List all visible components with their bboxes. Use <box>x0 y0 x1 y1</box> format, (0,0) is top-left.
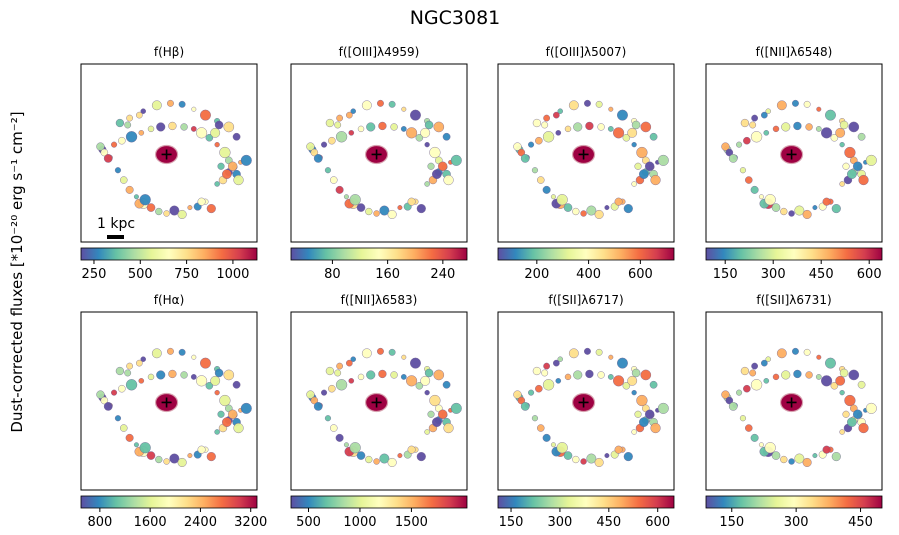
flux-map <box>513 347 669 467</box>
colorbar-tick-label: 150 <box>499 515 524 530</box>
colorbar-tick-label: 150 <box>719 515 744 530</box>
flux-map <box>96 99 252 219</box>
colorbar-tick-label: 600 <box>857 267 882 282</box>
colorbar-tick-label: 600 <box>645 515 670 530</box>
colorbar-tick-label: 300 <box>761 267 786 282</box>
colorbar-tick-label: 240 <box>430 267 455 282</box>
flux-map <box>721 99 877 219</box>
panel-2: f([OIII]λ4959) 80 160 240 <box>290 45 468 282</box>
center-marker <box>578 397 589 408</box>
center-marker <box>371 149 382 160</box>
panel-title: f([NII]λ6548) <box>756 45 833 59</box>
scale-bar-label: 1 kpc <box>97 216 135 232</box>
colorbar <box>80 495 258 509</box>
colorbar <box>497 495 675 509</box>
colorbar-tick-label: 3200 <box>234 515 267 530</box>
colorbar <box>80 247 258 261</box>
panel-title: f(Hβ) <box>154 45 184 59</box>
colorbar-tick-label: 2400 <box>184 515 217 530</box>
flux-map <box>306 347 462 467</box>
colorbar <box>290 247 468 261</box>
center-marker <box>786 397 797 408</box>
flux-map <box>513 99 669 219</box>
colorbar-tick-label: 1000 <box>343 515 376 530</box>
colorbar-tick-label: 800 <box>87 515 112 530</box>
panel-7: f([SII]λ6717) 150 300 450 600 <box>497 293 675 530</box>
panel-1: f(Hβ) 1 kpc 250 500 750 1000 <box>80 45 258 282</box>
colorbar-tick-label: 600 <box>628 267 653 282</box>
panel-title: f([NII]λ6583) <box>341 293 418 307</box>
panel-3: f([OIII]λ5007) 200 400 600 <box>497 45 675 282</box>
panels: f(Hβ) 1 kpc 250 500 750 1000 f([OIII]λ4959) 80 1… <box>80 45 883 530</box>
colorbar-tick-label: 200 <box>524 267 549 282</box>
panel-title: f([SII]λ6731) <box>756 293 831 307</box>
colorbar-tick-label: 1000 <box>216 267 249 282</box>
panel-title: f(Hα) <box>154 293 185 307</box>
flux-map <box>306 99 462 219</box>
colorbar-tick-label: 250 <box>82 267 107 282</box>
colorbar-tick-label: 1500 <box>395 515 428 530</box>
colorbar-tick-label: 500 <box>296 515 321 530</box>
colorbar-tick-label: 750 <box>174 267 199 282</box>
center-marker <box>786 149 797 160</box>
colorbar-tick-label: 150 <box>713 267 738 282</box>
figure-title: NGC3081 <box>410 7 501 29</box>
center-marker <box>161 149 172 160</box>
flux-map <box>721 347 877 467</box>
flux-map <box>96 347 252 467</box>
colorbar-tick-label: 450 <box>809 267 834 282</box>
panel-title: f([OIII]λ5007) <box>546 45 627 59</box>
colorbar <box>497 247 675 261</box>
colorbar-tick-label: 300 <box>784 515 809 530</box>
panel-5: f(Hα) 800 1600 2400 3200 <box>80 293 267 530</box>
center-marker <box>161 397 172 408</box>
y-axis-label: Dust-corrected fluxes [*10⁻²⁰ erg s⁻¹ cm… <box>8 111 26 432</box>
panel-title: f([OIII]λ4959) <box>339 45 420 59</box>
colorbar-tick-label: 450 <box>596 515 621 530</box>
panel-6: f([NII]λ6583) 500 1000 1500 <box>290 293 468 530</box>
panel-8: f([SII]λ6731) 150 300 450 <box>705 293 883 530</box>
colorbar-tick-label: 500 <box>128 267 153 282</box>
colorbar-tick-label: 1600 <box>134 515 167 530</box>
scale-bar <box>107 235 124 239</box>
colorbar-tick-label: 300 <box>548 515 573 530</box>
colorbar-tick-label: 400 <box>576 267 601 282</box>
center-marker <box>371 397 382 408</box>
colorbar-tick-label: 80 <box>324 267 341 282</box>
colorbar-tick-label: 450 <box>848 515 873 530</box>
colorbar-tick-label: 160 <box>375 267 400 282</box>
colorbar <box>290 495 468 509</box>
colorbar <box>705 247 883 261</box>
colorbar <box>705 495 883 509</box>
center-marker <box>578 149 589 160</box>
panel-4: f([NII]λ6548) 150 300 450 600 <box>705 45 883 282</box>
panel-title: f([SII]λ6717) <box>548 293 623 307</box>
